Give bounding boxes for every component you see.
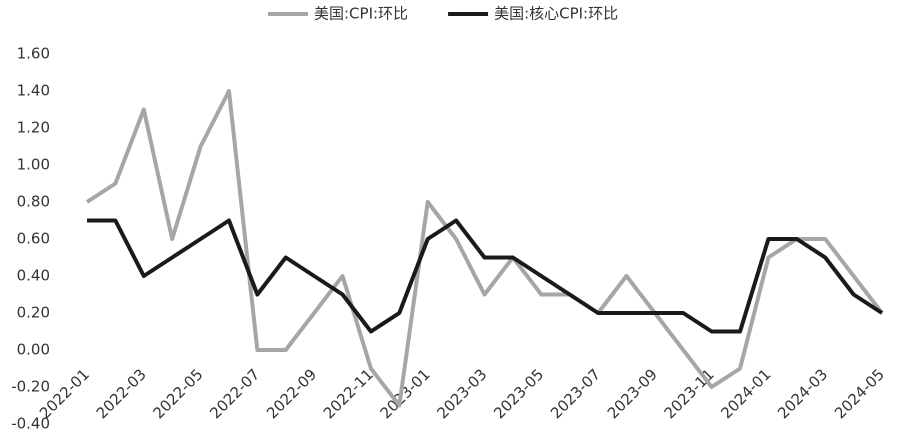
legend-label: 美国:CPI:环比 <box>314 5 408 23</box>
x-tick-label: 2023-11 <box>661 365 718 422</box>
y-tick-label: 1.60 <box>17 45 50 63</box>
y-tick-label: -0.20 <box>11 378 50 396</box>
x-tick-label: 2024-05 <box>831 365 888 422</box>
x-tick-label: 2023-03 <box>433 365 490 422</box>
x-tick-label: 2023-05 <box>490 365 547 422</box>
x-tick-label: 2024-01 <box>717 365 774 422</box>
y-tick-label: -0.40 <box>11 415 50 433</box>
x-tick-label: 2023-09 <box>604 365 661 422</box>
y-tick-label: 0.20 <box>17 304 50 322</box>
y-tick-label: 0.40 <box>17 267 50 285</box>
y-tick-label: 1.00 <box>17 156 50 174</box>
y-tick-label: 0.60 <box>17 230 50 248</box>
legend-label: 美国:核心CPI:环比 <box>494 5 618 23</box>
y-tick-label: 0.00 <box>17 341 50 359</box>
x-tick-label: 2022-09 <box>263 365 320 422</box>
x-tick-label: 2024-03 <box>774 365 831 422</box>
y-tick-label: 1.20 <box>17 119 50 137</box>
y-tick-label: 0.80 <box>17 193 50 211</box>
series-line <box>85 89 884 408</box>
x-tick-label: 2022-07 <box>206 365 263 422</box>
y-tick-label: 1.40 <box>17 82 50 100</box>
x-tick-label: 2022-11 <box>320 365 377 422</box>
x-tick-label: 2022-03 <box>93 365 150 422</box>
x-tick-label: 2023-07 <box>547 365 604 422</box>
x-tick-label: 2022-05 <box>150 365 207 422</box>
series-line <box>87 218 884 334</box>
